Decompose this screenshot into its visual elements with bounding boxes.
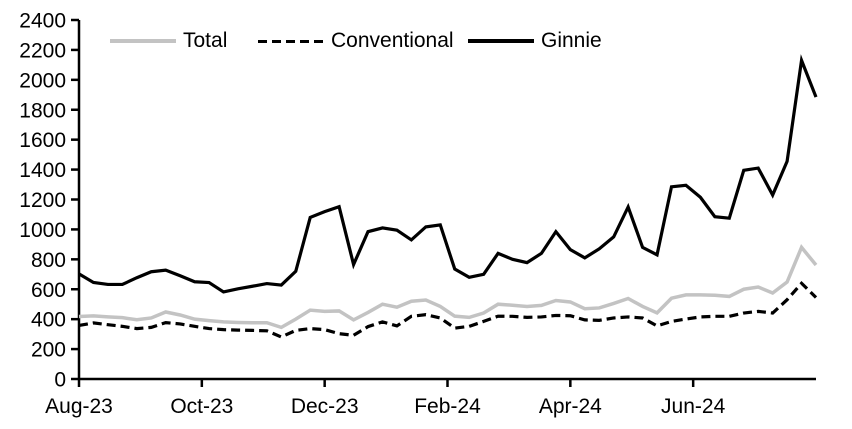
legend-label-ginnie: Ginnie	[541, 29, 602, 52]
y-axis-tick-label: 2200	[19, 39, 66, 62]
y-axis-tick-label: 2000	[19, 69, 66, 92]
y-axis-tick-label: 1800	[19, 99, 66, 122]
series-line-conventional	[78, 280, 818, 339]
y-axis-tick-label: 1400	[19, 159, 66, 182]
y-axis-tick-label: 600	[31, 279, 66, 302]
y-axis-tick-label: 2400	[19, 10, 66, 33]
x-axis-tick-label: Dec-23	[291, 395, 359, 418]
legend-line-sample-total	[110, 39, 176, 43]
legend-label-conventional: Conventional	[331, 29, 454, 52]
y-axis-tick-label: 200	[31, 339, 66, 362]
legend-line-sample-ginnie	[468, 39, 534, 43]
y-axis-tick-label: 1600	[19, 129, 66, 152]
series-line-ginnie	[78, 54, 818, 294]
x-axis-tick-label: Oct-23	[170, 395, 233, 418]
legend-line-sample-conventional	[258, 39, 324, 43]
series-line-total	[78, 244, 818, 330]
legend-item-ginnie: Ginnie	[468, 29, 602, 53]
y-axis-tick-label: 0	[54, 369, 66, 392]
y-axis-tick-label: 800	[31, 249, 66, 272]
x-axis-tick-label: Jun-24	[661, 395, 726, 418]
legend-item-conventional: Conventional	[258, 29, 454, 53]
y-axis-tick-label: 1000	[19, 219, 66, 242]
axes	[77, 20, 816, 381]
y-axis-tick-label: 1200	[19, 189, 66, 212]
x-axis-tick-label: Feb-24	[414, 395, 481, 418]
y-axis-tick-label: 400	[31, 309, 66, 332]
x-axis-tick-label: Apr-24	[539, 395, 602, 418]
legend-label-total: Total	[183, 29, 228, 52]
x-axis-tick-label: Aug-23	[45, 395, 113, 418]
legend-item-total: Total	[110, 29, 227, 53]
